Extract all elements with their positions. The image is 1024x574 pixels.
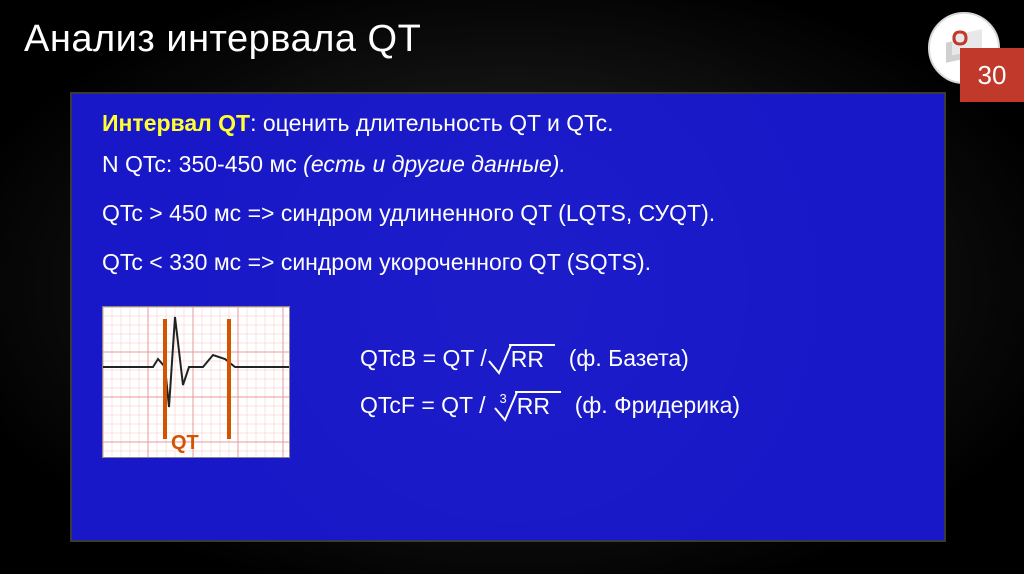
line-heading: Интервал QT: оценить длительность QT и Q… xyxy=(102,108,922,139)
slide: Анализ интервала QT 30 Интервал QT: оцен… xyxy=(0,0,1024,574)
formula-block: QTcB = QT / RR (ф. Базета) QTcF = QT / 3 xyxy=(360,326,922,438)
slide-number-badge: 30 xyxy=(960,48,1024,102)
content-panel: Интервал QT: оценить длительность QT и Q… xyxy=(70,92,946,542)
bazett-lhs: QTcB = QT / xyxy=(360,345,487,372)
line-norm: N QTc: 350-450 мс (есть и другие данные)… xyxy=(102,149,922,180)
formula-fridericia: QTcF = QT / 3 RR (ф. Фридерика) xyxy=(360,391,922,420)
ecg-trace xyxy=(103,317,289,407)
sqrt-icon xyxy=(499,392,555,420)
line-short-qt: QTc < 330 мс => синдром укороченного QT … xyxy=(102,247,922,278)
line-long-qt: QTc > 450 мс => синдром удлиненного QT (… xyxy=(102,198,922,229)
formula-row: QT QTcB = QT / RR (ф. Базета) QTcF = QT … xyxy=(102,306,922,458)
fridericia-lhs: QTcF = QT / xyxy=(360,392,485,419)
qt-label: QT xyxy=(171,432,199,455)
norm-prefix: N QTc: 350-450 мс xyxy=(102,151,303,177)
heading-label: Интервал QT xyxy=(102,110,250,136)
heading-rest: : оценить длительность QT и QTc. xyxy=(250,110,613,136)
bazett-suffix: (ф. Базета) xyxy=(556,345,689,372)
page-title: Анализ интервала QT xyxy=(24,18,421,61)
norm-note: (есть и другие данные). xyxy=(303,151,566,177)
formula-bazett: QTcB = QT / RR (ф. Базета) xyxy=(360,344,922,373)
ecg-diagram: QT xyxy=(102,306,290,458)
sqrt-icon xyxy=(493,345,549,373)
fridericia-suffix: (ф. Фридерика) xyxy=(562,392,740,419)
